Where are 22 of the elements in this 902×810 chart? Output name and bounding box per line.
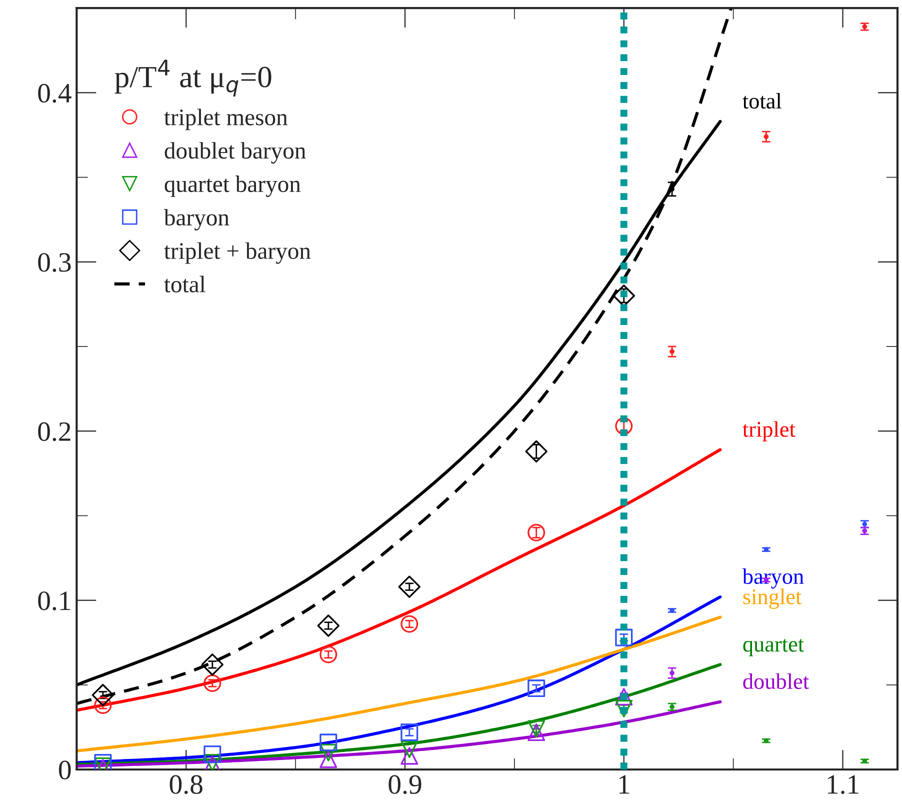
x-tick-label: 0.9 — [388, 775, 422, 794]
y-tick-label: 0.2 — [38, 422, 70, 442]
x-tick-label: 0.8 — [170, 775, 202, 794]
legend-label: triplet + baryon — [164, 242, 311, 264]
y-tick-label: 0.4 — [38, 84, 72, 103]
legend-label: triplet meson — [164, 108, 288, 130]
series-label: doublet — [743, 673, 809, 689]
y-tick-label: 0.3 — [38, 253, 71, 272]
series-label: total — [742, 92, 782, 109]
legend-label: total — [164, 276, 206, 292]
series-label: triplet — [742, 421, 796, 442]
legend-label: baryon — [164, 208, 230, 230]
series-label: baryon — [742, 568, 804, 589]
series-label: quartet — [743, 639, 804, 656]
y-tick-label: 0.1 — [38, 591, 70, 610]
series-label: singlet — [743, 588, 802, 609]
legend-label: doublet baryon — [164, 142, 306, 164]
x-tick-label: 1.1 — [828, 775, 858, 794]
y-tick-label: 0 — [58, 760, 71, 780]
legend-title: p/T$^{4}$ at μ$_{q}$=0 — [114, 60, 272, 97]
x-tick-label: 1 — [619, 775, 630, 794]
legend-label: quartet baryon — [164, 176, 301, 197]
